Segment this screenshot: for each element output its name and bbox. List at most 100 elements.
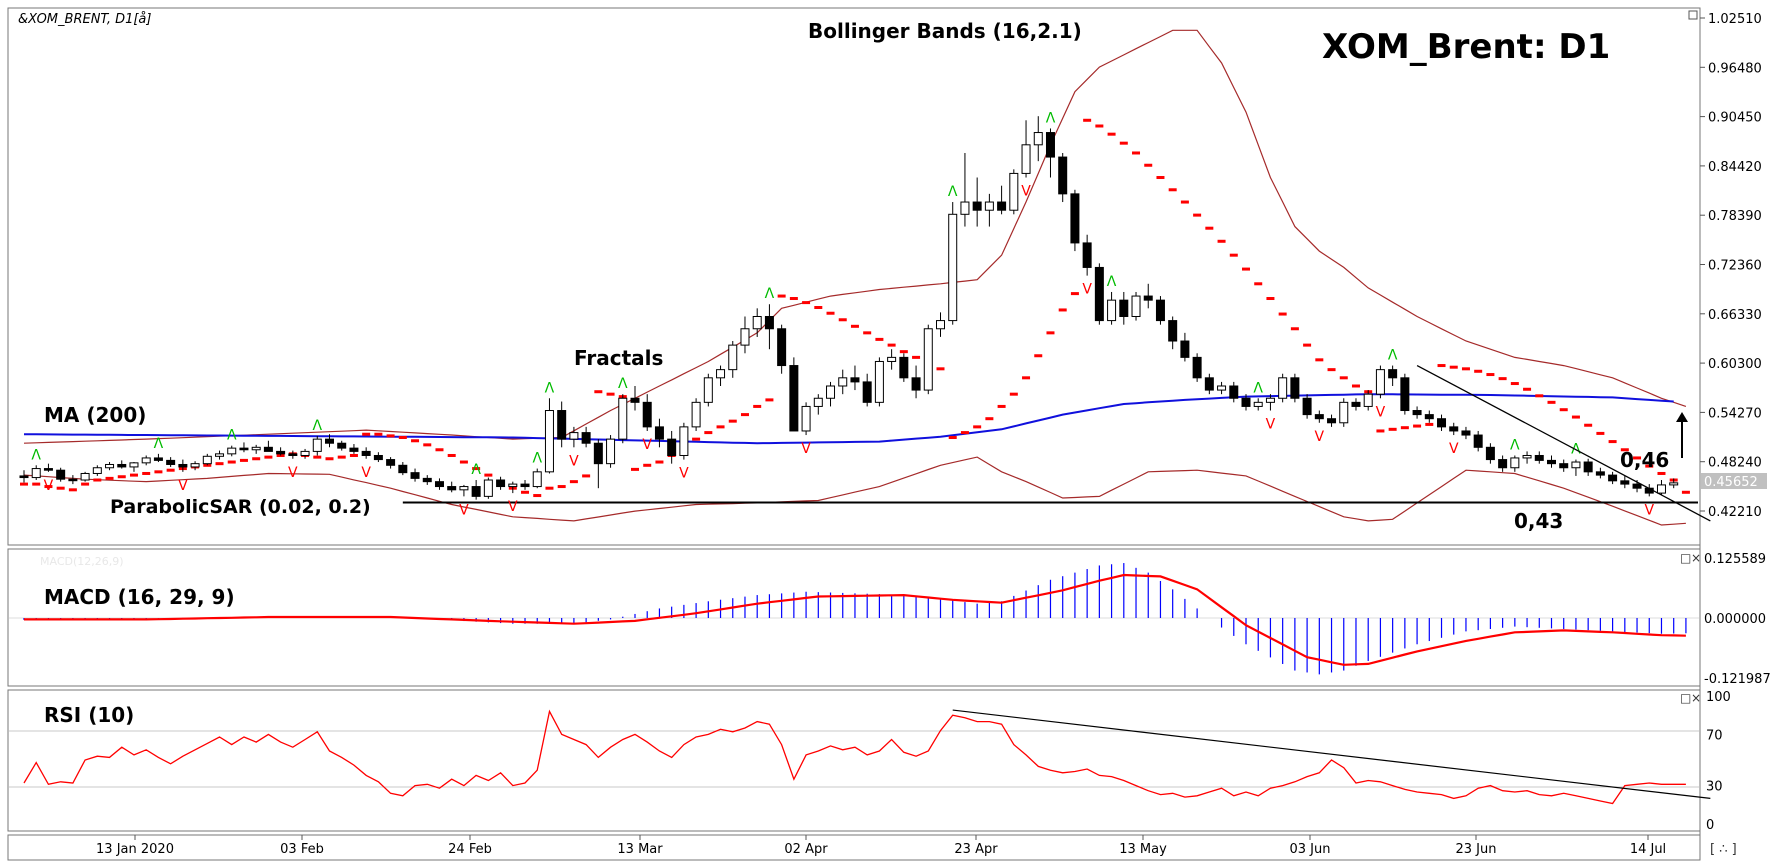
candle-bear [520,483,530,488]
candle-bear [239,447,249,451]
maximize-icon[interactable] [1688,10,1698,20]
sar-dot [252,457,261,461]
candle-bull [300,450,310,456]
candle-bear [1082,242,1092,268]
candle-bear [1229,385,1239,399]
fractal-down-icon: V [801,441,811,457]
candle-bear [1070,193,1080,244]
candle-bull [740,328,750,346]
candle-bull [215,453,225,457]
candle-bull [984,201,994,211]
candle-bear [1290,377,1300,399]
macd-maximize-icon[interactable]: □ [1680,551,1691,565]
candle-bear [1204,377,1214,391]
candle-bear [471,486,481,497]
fractal-down-icon: V [1315,429,1325,445]
candle-bear [288,453,298,456]
fractal-up-icon: Λ [227,428,237,444]
macd-hidden-legend: MACD(12,26,9) [40,555,124,568]
sar-dot [850,324,859,328]
candle-bear [422,477,432,483]
candle-bear [276,450,286,455]
candle-bear [1192,356,1202,379]
candle-bear [68,478,78,482]
sar-dot [777,294,786,298]
macd-axis-ticks: 0.125589 0.000000 -0.121987 [1704,552,1771,687]
sar-dot [1180,200,1189,204]
candle-bull [716,369,726,379]
sar-dot [1523,387,1532,391]
candle-bull [679,426,689,456]
sar-dot [1022,376,1031,380]
sar-dot [44,485,53,489]
fractal-up-icon: Λ [154,436,164,452]
fractal-up-icon: Λ [31,447,41,463]
sar-dot [1168,188,1177,192]
candle-bull [838,377,848,387]
fractal-up-icon: Λ [1510,437,1520,453]
last-price-label: 0.45652 [1704,475,1758,490]
candle-bear [1437,418,1447,428]
candle-bear [349,447,359,452]
candle-bear [581,432,591,444]
sar-dot [325,457,334,461]
fractal-up-icon: Λ [1388,348,1398,364]
candle-bear [19,475,29,479]
candle-bear [434,481,444,488]
sar-dot [887,343,896,347]
rsi-close-icon[interactable]: × [1691,691,1701,705]
sar-dot [643,463,652,467]
sar-dot [337,455,346,459]
sar-dot [1547,400,1556,404]
sar-dot [1144,163,1153,167]
fractal-down-icon: V [679,466,689,482]
sar-dot [985,417,994,421]
candle-bear [386,459,396,466]
sar-dot [239,458,248,462]
fractal-up-icon: Λ [312,418,322,434]
sar-dot [1034,354,1043,358]
sar-dot [569,480,578,484]
sar-dot [1217,239,1226,243]
candle-bull [936,320,945,330]
candle-bear [1143,295,1153,301]
candle-bear [1449,426,1459,432]
rsi-tick-label: 70 [1706,728,1723,743]
candle-bear [1180,340,1190,358]
candle-bear [593,442,603,465]
scroll-label[interactable]: [ ∴ ] [1710,842,1737,857]
candle-bear [1534,454,1544,461]
sar-dot [1633,456,1642,460]
candle-bear [997,201,1007,211]
candle-bear [1498,459,1508,469]
rsi-maximize-icon[interactable]: □ [1680,691,1691,705]
sar-dot [362,432,371,436]
price-tick-label: 0.96480 [1708,61,1762,76]
candle-bear [1595,471,1605,476]
candle-bull [141,457,151,464]
sar-dot [56,486,65,490]
candle-bull [606,438,616,465]
candle-bull [1107,299,1117,322]
candle-bear [1412,410,1422,416]
macd-close-icon[interactable]: × [1691,551,1701,565]
target-label: 0,46 [1620,448,1669,472]
candle-bull [1510,457,1520,469]
fractal-up-icon: Λ [545,380,555,396]
sar-dot [1376,429,1385,433]
sar-dot [655,460,664,464]
sar-dot [631,467,639,471]
rsi-tick-label: 100 [1706,690,1731,705]
candle-bull [813,397,823,407]
candle-bull [874,360,884,403]
sar-dot [20,482,28,486]
time-tick-label: 14 Jul [1630,842,1666,857]
candle-bear [1608,474,1618,482]
sar-dot [814,306,823,310]
fractal-up-icon: Λ [765,286,775,302]
candle-bear [642,401,652,428]
rsi-label: RSI (10) [44,703,134,727]
sar-dot [960,431,969,435]
sar-dot [789,297,798,301]
